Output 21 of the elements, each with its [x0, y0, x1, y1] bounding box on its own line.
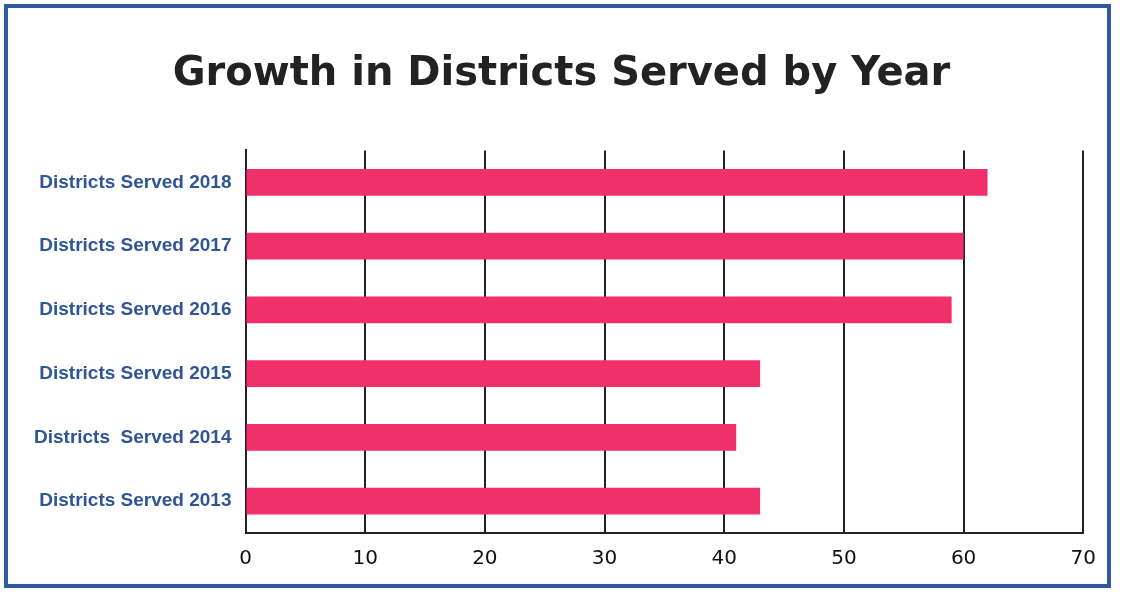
x-tick-label: 20 [472, 545, 498, 570]
x-tick-label: 50 [831, 545, 857, 570]
x-tick-label: 10 [352, 545, 378, 570]
x-tick-label: 70 [1070, 545, 1096, 570]
y-tick-label: Districts Served 2015 [39, 361, 232, 383]
bar [246, 487, 761, 515]
bar [246, 296, 952, 324]
y-tick-label: Districts Served 2014 [33, 425, 232, 447]
x-tick-label: 60 [950, 545, 977, 570]
bar [246, 232, 964, 260]
x-tick-label: 40 [711, 545, 737, 570]
y-tick-label: Districts Served 2017 [39, 234, 232, 256]
chart-title: Growth in Districts Served by Year [171, 48, 952, 94]
y-tick-label: Districts Served 2016 [39, 298, 232, 320]
bar [246, 360, 761, 387]
x-tick-label: 0 [239, 545, 252, 570]
bar [246, 168, 988, 196]
y-tick-label: Districts Served 2013 [39, 489, 232, 511]
x-tick-label: 30 [591, 545, 618, 570]
y-tick-label: Districts Served 2018 [39, 170, 232, 192]
bar [246, 423, 737, 451]
